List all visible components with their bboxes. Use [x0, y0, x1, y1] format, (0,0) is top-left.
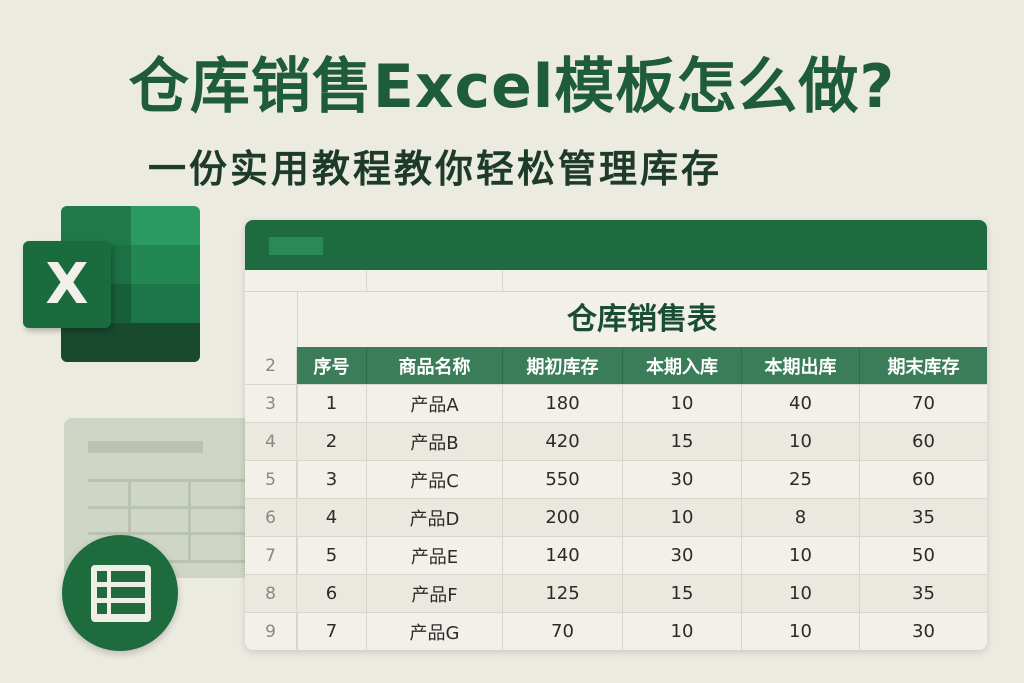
column-header[interactable]: 商品名称 [367, 347, 503, 384]
table-cell[interactable]: 25 [742, 461, 860, 498]
table-cell[interactable]: 40 [742, 385, 860, 422]
table-row: 9 7 产品G 70 10 10 30 [245, 613, 987, 650]
page-subtitle: 一份实用教程教你轻松管理库存 [148, 147, 723, 191]
table-cell[interactable]: 60 [912, 431, 935, 452]
excel-x-icon: X [23, 241, 111, 328]
column-header[interactable]: 本期出库 [742, 347, 860, 384]
page-title: 仓库销售Excel模板怎么做? [128, 52, 896, 122]
table-cell[interactable]: 10 [742, 537, 860, 574]
table-cell[interactable]: 180 [503, 385, 623, 422]
table-cell[interactable]: 35 [912, 583, 935, 604]
table-cell[interactable]: 产品G [367, 613, 503, 650]
header-row: 2 序号 商品名称 期初库存 本期入库 本期出库 期末库存 [245, 347, 987, 385]
table-cell[interactable]: 200 [503, 499, 623, 536]
table-cell[interactable]: 产品D [367, 499, 503, 536]
table-cell[interactable]: 30 [623, 537, 742, 574]
row-number[interactable]: 2 [245, 347, 297, 384]
table-cell[interactable]: 70 [912, 393, 935, 414]
row-number[interactable]: 7 [245, 537, 297, 574]
spreadsheet: 仓库销售表 2 序号 商品名称 期初库存 本期入库 本期出库 期末库存 3 1 产品… [245, 220, 987, 650]
column-header[interactable]: 期末库存 [860, 347, 987, 384]
table-row: 6 4 产品D 200 10 8 35 [245, 499, 987, 537]
table-cell[interactable]: 10 [623, 499, 742, 536]
table-cell[interactable]: 60 [912, 469, 935, 490]
table-cell[interactable]: 140 [503, 537, 623, 574]
table-cell[interactable]: 6 [297, 575, 367, 612]
table-cell[interactable]: 3 [297, 461, 367, 498]
table-row: 3 1 产品A 180 10 40 70 [245, 385, 987, 423]
table-cell[interactable]: 产品C [367, 461, 503, 498]
table-cell[interactable]: 10 [742, 575, 860, 612]
table-cell[interactable]: 5 [297, 537, 367, 574]
ribbon-bar [245, 220, 987, 270]
table-cell[interactable]: 2 [297, 423, 367, 460]
table-cell[interactable]: 10 [623, 385, 742, 422]
sheet-title: 仓库销售表 [567, 302, 717, 337]
table-cell[interactable]: 50 [912, 545, 935, 566]
table-cell[interactable]: 15 [623, 575, 742, 612]
table-cell[interactable]: 10 [742, 613, 860, 650]
table-cell[interactable]: 35 [912, 507, 935, 528]
table-cell[interactable]: 420 [503, 423, 623, 460]
column-header[interactable]: 本期入库 [623, 347, 742, 384]
table-list-icon [62, 535, 178, 651]
table-cell[interactable]: 10 [623, 613, 742, 650]
table-cell[interactable]: 1 [297, 385, 367, 422]
column-header[interactable]: 序号 [297, 347, 367, 384]
row-number[interactable]: 8 [245, 575, 297, 612]
table-cell[interactable]: 550 [503, 461, 623, 498]
table-cell[interactable]: 10 [742, 423, 860, 460]
row-number[interactable]: 3 [245, 385, 297, 422]
table-cell[interactable]: 30 [623, 461, 742, 498]
row-number[interactable]: 9 [245, 613, 297, 650]
table-cell[interactable]: 产品B [367, 423, 503, 460]
table-cell[interactable]: 产品F [367, 575, 503, 612]
table-cell[interactable]: 70 [503, 613, 623, 650]
row-number[interactable]: 6 [245, 499, 297, 536]
table-row: 4 2 产品B 420 15 10 60 [245, 423, 987, 461]
blank-row [245, 270, 987, 292]
ribbon-tab[interactable] [269, 237, 323, 255]
row-number[interactable]: 4 [245, 423, 297, 460]
table-row: 5 3 产品C 550 30 25 60 [245, 461, 987, 499]
row-number[interactable]: 5 [245, 461, 297, 498]
column-header[interactable]: 期初库存 [503, 347, 623, 384]
table-cell[interactable]: 产品E [367, 537, 503, 574]
table-cell[interactable]: 8 [742, 499, 860, 536]
table-row: 7 5 产品E 140 30 10 50 [245, 537, 987, 575]
table-cell[interactable]: 15 [623, 423, 742, 460]
table-cell[interactable]: 产品A [367, 385, 503, 422]
table-cell[interactable]: 7 [297, 613, 367, 650]
table-cell[interactable]: 125 [503, 575, 623, 612]
table-cell[interactable]: 30 [912, 621, 935, 642]
table-cell[interactable]: 4 [297, 499, 367, 536]
table-row: 8 6 产品F 125 15 10 35 [245, 575, 987, 613]
